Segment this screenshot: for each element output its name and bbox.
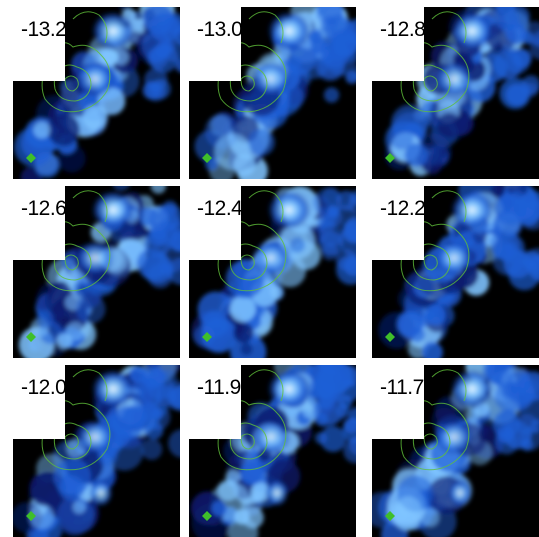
image-panel: -13.23 <box>13 7 180 179</box>
velocity-label: -11.91 <box>197 377 252 398</box>
velocity-label: -12.86 <box>380 19 437 40</box>
image-panel: -12.01 <box>13 365 180 537</box>
image-panel: -12.48 <box>189 186 356 358</box>
velocity-label: -12.67 <box>21 198 78 219</box>
velocity-label: -12.01 <box>21 377 78 398</box>
image-panel: -11.91 <box>189 365 356 537</box>
velocity-label: -12.48 <box>197 198 254 219</box>
velocity-label: -12.29 <box>380 198 437 219</box>
image-panel: -12.29 <box>372 186 539 358</box>
image-panel: -12.86 <box>372 7 539 179</box>
image-panel: -13.04 <box>189 7 356 179</box>
velocity-label: -13.23 <box>21 19 78 40</box>
velocity-label: -13.04 <box>197 19 254 40</box>
image-panel: -11.73 <box>372 365 539 537</box>
velocity-label: -11.73 <box>380 377 435 398</box>
image-panel: -12.67 <box>13 186 180 358</box>
